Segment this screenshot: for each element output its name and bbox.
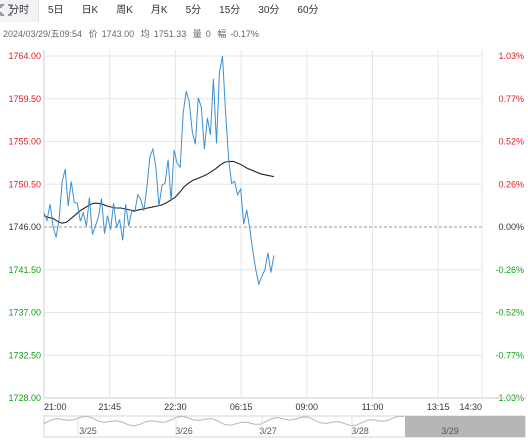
pct-tick-label: -0.26%: [495, 265, 524, 275]
pct-tick-label: -1.03%: [495, 393, 524, 403]
x-tick-label: 21:45: [98, 402, 121, 412]
tab-3[interactable]: 周K: [116, 5, 133, 16]
info-price-label: 价: [88, 29, 98, 39]
pct-tick-label: 1.03%: [498, 51, 524, 61]
info-pct: -0.17%: [230, 29, 259, 39]
tab-4[interactable]: 月K: [150, 5, 168, 16]
tab-8[interactable]: 60分: [297, 5, 319, 16]
x-tick-label: 21:00: [44, 402, 67, 412]
x-tick-label: 06:15: [230, 402, 253, 412]
pct-tick-label: -0.52%: [495, 308, 524, 318]
x-tick-label: 13:15: [427, 402, 450, 412]
y-tick-label: 1737.00: [8, 308, 41, 318]
info-pct-label: 幅: [217, 29, 227, 39]
navigator-date-label: 3/25: [79, 426, 97, 436]
navigator-frame: [43, 415, 526, 438]
y-tick-label: 1746.00: [8, 222, 41, 232]
y-tick-label: 1759.50: [8, 94, 41, 104]
tab-7[interactable]: 30分: [258, 5, 280, 16]
tab-1[interactable]: 5日: [48, 5, 64, 16]
series-avg-line: [43, 160, 275, 224]
pct-tick-label: -0.77%: [495, 350, 524, 360]
x-tick-label: 11:00: [362, 402, 384, 412]
navigator-date-label: 3/27: [259, 426, 277, 436]
y-tick-label: 1741.50: [8, 265, 41, 275]
expand-icon[interactable]: [0, 4, 12, 16]
info-datetime: 2024/03/29/五09:54: [3, 29, 83, 39]
y-tick-label: 1750.50: [8, 179, 41, 189]
series-price-line: [43, 55, 275, 286]
period-tabs: 分时 5日 日K 周K 月K 5分 15分 30分 60分: [0, 0, 528, 22]
x-tick-label: 14:30: [459, 402, 482, 412]
info-avg: 1751.33: [153, 29, 187, 39]
y-tick-label: 1728.00: [8, 393, 41, 403]
y-tick-label: 1755.00: [8, 137, 41, 147]
tab-5[interactable]: 5分: [185, 5, 202, 16]
pct-tick-label: 0.00%: [498, 222, 524, 232]
navigator-date-label: 3/28: [351, 426, 369, 436]
navigator-window: [405, 416, 525, 437]
pct-tick-label: 0.26%: [498, 179, 524, 189]
navigator-mini-line: [43, 415, 405, 427]
tab-2[interactable]: 日K: [81, 5, 99, 16]
pct-tick-label: 0.52%: [498, 137, 524, 147]
pct-tick-label: 0.77%: [498, 94, 524, 104]
x-tick-label: 22:30: [164, 402, 187, 412]
info-vol: 0: [205, 29, 211, 39]
info-vol-label: 量: [192, 29, 202, 39]
info-avg-label: 均: [140, 29, 150, 39]
info-price: 1743.00: [101, 29, 135, 39]
y-tick-label: 1764.00: [8, 51, 41, 61]
navigator-date-label: 3/29: [441, 426, 459, 436]
tab-6[interactable]: 15分: [219, 5, 241, 16]
y-tick-label: 1732.50: [8, 350, 41, 360]
x-tick-label: 09:00: [296, 402, 319, 412]
navigator-date-label: 3/26: [175, 426, 193, 436]
